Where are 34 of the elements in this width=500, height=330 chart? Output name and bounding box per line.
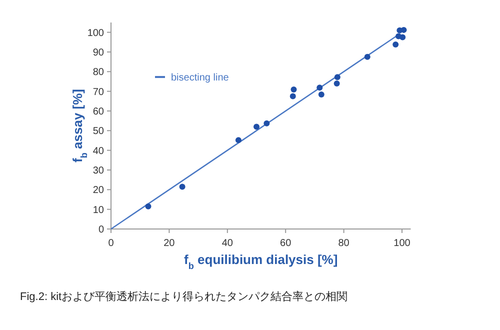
y-tick-label: 20 <box>92 185 104 196</box>
x-tick-label: 100 <box>394 238 411 249</box>
x-tick-label: 0 <box>108 238 114 249</box>
y-tick-label: 70 <box>92 86 104 98</box>
y-tick-label: 100 <box>87 28 104 39</box>
y-tick-label: 10 <box>92 204 104 216</box>
point <box>290 93 296 100</box>
caption: Fig.2: kitおよび平衡透析法により得られたタンパク結合率との相関 <box>20 290 348 303</box>
x-tick-label: 40 <box>222 238 234 249</box>
x-tick-label: 20 <box>164 238 176 249</box>
point <box>334 74 340 80</box>
point <box>364 54 370 60</box>
y-tick-label: 80 <box>92 67 104 78</box>
x-tick-label: 80 <box>338 238 350 249</box>
y-tick-label: 30 <box>92 165 104 176</box>
point <box>318 91 324 98</box>
point <box>264 120 270 126</box>
point <box>145 203 152 210</box>
point <box>179 184 186 190</box>
y-tick-label: 60 <box>92 106 104 118</box>
y-tick-label: 0 <box>98 224 104 236</box>
point <box>392 41 399 48</box>
y-tick-label: 90 <box>92 47 104 58</box>
point <box>396 33 402 40</box>
legend-label: bisecting line <box>171 72 230 84</box>
point <box>290 86 297 93</box>
point <box>235 137 242 144</box>
point <box>254 124 260 130</box>
point <box>334 80 340 86</box>
point <box>316 84 323 91</box>
y-tick-label: 50 <box>92 126 104 138</box>
y-tick-label: 40 <box>92 146 104 157</box>
x-axis-title: f$_{b}$ equilibium dialysis [%] <box>184 252 338 271</box>
x-tick-label: 60 <box>280 238 292 249</box>
